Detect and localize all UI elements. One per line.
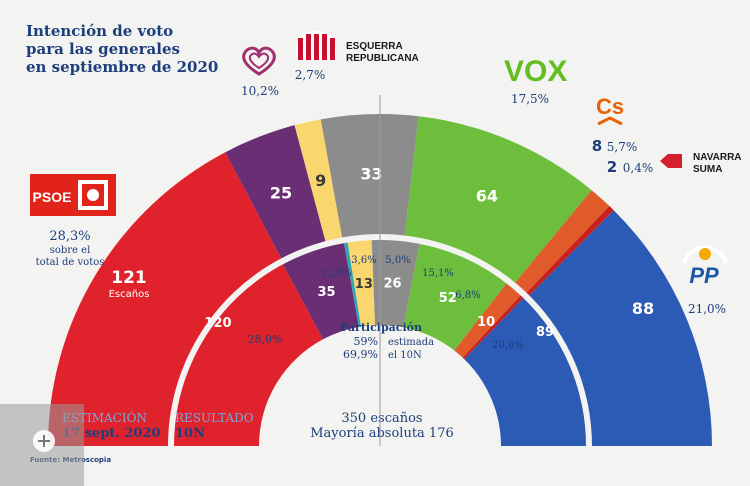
psoe-outer-seats-unit: Escaños <box>109 289 150 300</box>
participation-10n-value: 69,9% <box>343 348 378 361</box>
outer-arc-estimacion: 25 9 33 64 <box>48 113 712 446</box>
chart-title: Intención de voto para las generales en … <box>26 22 218 76</box>
outer-seats-erc: 9 <box>315 171 326 190</box>
podemos-outer-pct: 10,2% <box>241 84 279 98</box>
resultado-label: RESULTADO <box>175 411 254 425</box>
inner-arc-vox <box>403 243 507 351</box>
pp-logo: PP <box>682 245 728 288</box>
inner-seats-erc: 13 <box>355 277 373 292</box>
podemos-heart-icon <box>242 46 276 76</box>
navarra-suma-logo: NAVARRA SUMA <box>660 152 742 175</box>
inner-arc-pp <box>464 298 586 446</box>
participation-est-value: 59% <box>354 335 378 348</box>
pp-outer-seats: 88 <box>632 299 654 318</box>
psoe-outer-pct-note-2: total de votos <box>36 257 105 268</box>
psoe-inner-pct: 28,0% <box>248 333 283 346</box>
inner-arc-navarra-suma <box>462 295 524 360</box>
seats-total-text: 350 escaños <box>341 411 422 426</box>
otros-inner-pct: 5,0% <box>385 255 410 266</box>
inner-arc-m-s-pa-s <box>344 242 362 327</box>
psoe-outer-pct: 28,3% <box>49 229 90 244</box>
inner-seats-otros: 26 <box>383 277 401 292</box>
cs-inner-pct: 6,8% <box>455 290 480 301</box>
outer-seats-otros: 33 <box>360 165 382 184</box>
pp-outer-pct: 21,0% <box>688 302 726 316</box>
psoe-inner-seats: 120 <box>204 316 231 331</box>
vox-inner-pct: 15,1% <box>422 268 454 279</box>
participation-10n-label: el 10N <box>388 350 422 361</box>
add-icon[interactable] <box>33 430 55 452</box>
estimacion-date: 17 sept. 2020 <box>62 426 161 441</box>
outer-arc-erc <box>294 119 343 242</box>
cs-outer-pct: 5,7% <box>607 140 638 154</box>
erc-inner-pct: 3,6% <box>351 255 376 266</box>
ns-outer-pct: 0,4% <box>623 161 654 175</box>
title-line-2: para las generales <box>26 40 180 58</box>
outer-arc-vox <box>404 116 592 283</box>
podemos-inner-pct: 12,8% <box>320 268 352 279</box>
inner-arc-psoe <box>174 264 323 446</box>
outer-arc-psoe <box>48 152 282 446</box>
outer-seats-vox: 64 <box>476 186 498 205</box>
inner-arc-unidas-podemos <box>282 243 359 340</box>
erc-logo-line2: REPUBLICANA <box>346 53 419 64</box>
vox-outer-pct: 17,5% <box>511 92 549 106</box>
pp-logo-text: PP <box>689 263 719 288</box>
ns-outer-seats: 2 <box>607 158 617 176</box>
outer-arc-unidas-podemos <box>225 125 326 259</box>
participation-title: Participación <box>340 321 422 334</box>
inner-seats-vox: 52 <box>439 291 457 306</box>
psoe-outer-pct-note-1: sobre el <box>50 245 91 256</box>
title-line-3: en septiembre de 2020 <box>26 58 219 76</box>
pp-inner-seats: 89 <box>536 325 554 340</box>
inner-arc-otros <box>371 240 420 328</box>
erc-outer-pct: 2,7% <box>295 68 326 82</box>
psoe-logo-text: PSOE <box>33 189 72 205</box>
resultado-date: 10N <box>175 426 205 441</box>
cs-logo-text: Cs <box>596 94 624 119</box>
title-line-1: Intención de voto <box>26 22 174 40</box>
inner-seats-cs: 10 <box>477 315 495 330</box>
erc-logo: ESQUERRA REPUBLICANA <box>296 30 419 64</box>
outer-arc-pp <box>529 210 712 446</box>
outer-seats-unidas-podemos: 25 <box>270 183 292 202</box>
outer-arc-cs <box>515 190 610 293</box>
outer-arc-otros <box>320 113 419 238</box>
cs-outer-seats: 8 <box>592 137 602 155</box>
inner-arc-erc <box>347 240 376 327</box>
navarra-suma-line2: SUMA <box>693 164 722 175</box>
participation-est-label: estimada <box>388 337 434 348</box>
psoe-outer-seats: 121 <box>111 268 147 288</box>
inner-arc-resultado: 35 13 26 52 10 <box>174 240 586 446</box>
vox-logo: VOX <box>504 55 567 88</box>
navarra-suma-line1: NAVARRA <box>693 152 742 163</box>
inner-seats-unidas-podemos: 35 <box>317 285 335 300</box>
cs-logo: Cs <box>596 94 624 126</box>
majority-text: Mayoría absoluta 176 <box>310 426 454 441</box>
pp-inner-pct: 20,8% <box>492 340 524 351</box>
inner-arc-cs <box>454 283 521 358</box>
erc-logo-line1: ESQUERRA <box>346 41 403 52</box>
outer-arc-navarra-suma <box>526 206 614 296</box>
psoe-logo: PSOE <box>30 174 116 216</box>
